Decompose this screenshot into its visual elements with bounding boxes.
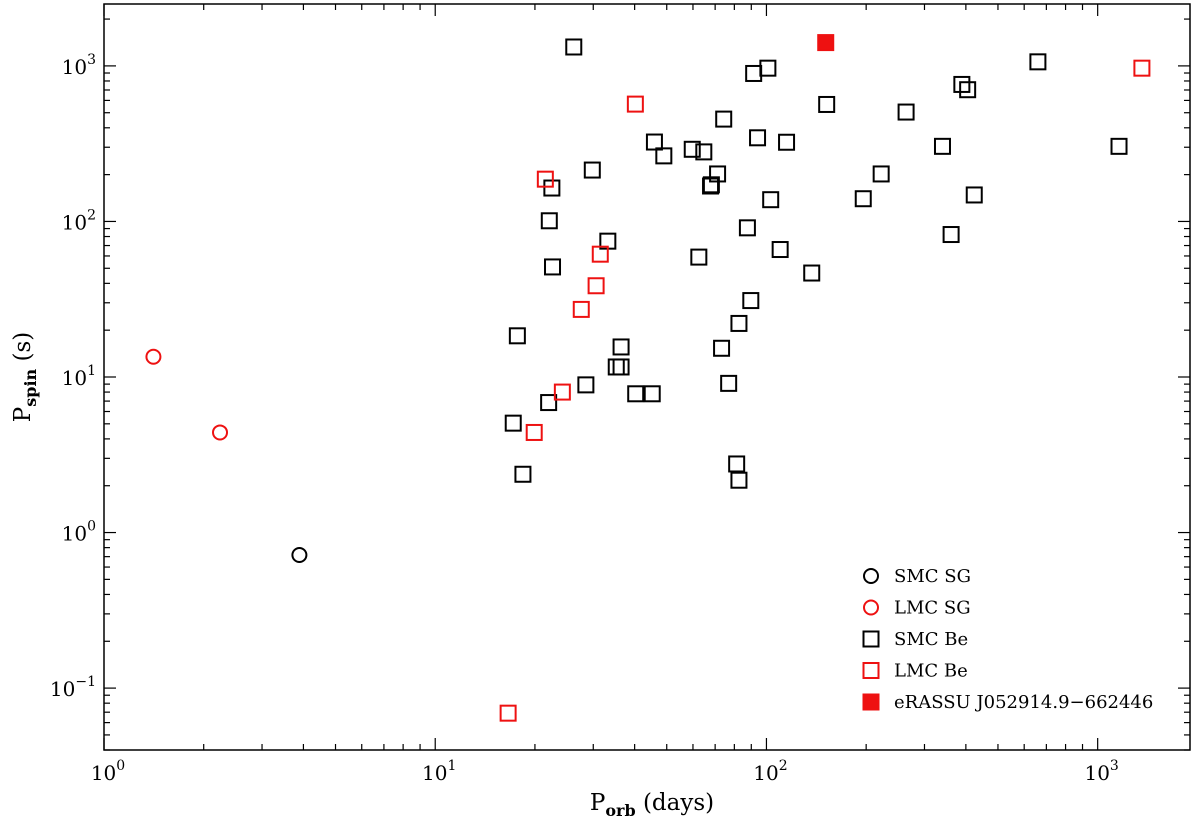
point-smc-be [933, 137, 951, 155]
point-smc-be [612, 358, 630, 376]
legend-marker [862, 630, 880, 648]
point-smc-be [683, 140, 701, 158]
point-smc-be [730, 314, 748, 332]
point-smc-be [514, 465, 532, 483]
y-tick-label: 102 [62, 207, 96, 234]
point-smc-be [742, 292, 760, 310]
point-smc-be [953, 75, 971, 93]
point-smc-be [1110, 137, 1128, 155]
legend-label: eRASSU J052914.9−662446 [894, 692, 1153, 713]
point-smc-be [690, 248, 708, 266]
point-smc-be [803, 264, 821, 282]
point-smc-be [730, 471, 748, 489]
y-tick-label: 100 [62, 519, 96, 546]
legend-label: LMC SG [894, 598, 971, 619]
point-smc-be [759, 59, 777, 77]
legend-label: SMC Be [894, 629, 968, 650]
data-points [145, 34, 1151, 722]
legend: SMC SG LMC SG SMC Be LMC Be eRASSU J052914.9… [862, 566, 1153, 713]
point-smc-be [872, 165, 890, 183]
point-smc-be [540, 394, 558, 412]
point-smc-be [854, 190, 872, 208]
x-tick-label: 103 [1084, 758, 1118, 785]
point-lmc-be [525, 423, 543, 441]
point-smc-be [695, 143, 713, 161]
point-smc-sg [291, 547, 308, 564]
point-smc-be [738, 219, 756, 237]
point-smc-be [897, 103, 915, 121]
point-lmc-be [536, 170, 554, 188]
point-lmc-be [572, 300, 590, 318]
point-smc-be [508, 327, 526, 345]
point-smc-be [965, 186, 983, 204]
point-erassu-j052914-9-662446 [817, 34, 835, 52]
point-smc-be [762, 191, 780, 209]
point-lmc-be [587, 277, 605, 295]
point-smc-be [778, 133, 796, 151]
point-smc-be [771, 241, 789, 259]
x-axis-label: Porb (days) [590, 790, 714, 820]
point-smc-be [540, 212, 558, 230]
point-smc-be [645, 133, 663, 151]
x-tick-label: 102 [753, 758, 787, 785]
point-smc-be [959, 81, 977, 99]
point-smc-be [709, 165, 727, 183]
legend-marker [863, 568, 879, 584]
point-smc-be [583, 161, 601, 179]
point-smc-be [565, 38, 583, 56]
legend-label: SMC SG [894, 566, 971, 587]
point-lmc-sg [212, 424, 229, 441]
point-lmc-be [553, 383, 571, 401]
point-smc-be [627, 385, 645, 403]
y-tick-label: 103 [62, 52, 96, 79]
point-smc-be [504, 414, 522, 432]
point-smc-be [818, 95, 836, 113]
point-smc-be [1029, 53, 1047, 71]
x-tick-label: 101 [422, 758, 456, 785]
point-smc-be [720, 374, 738, 392]
point-smc-be [942, 226, 960, 244]
point-smc-be [728, 455, 746, 473]
point-lmc-be [591, 245, 609, 263]
point-smc-be [702, 176, 720, 194]
y-tick-label: 10−1 [50, 674, 96, 701]
plot-frame [103, 3, 1191, 751]
point-lmc-be [626, 95, 644, 113]
point-smc-be [655, 147, 673, 165]
point-lmc-be [499, 704, 517, 722]
point-lmc-be [1133, 59, 1151, 77]
legend-marker [863, 599, 879, 616]
point-smc-be [577, 376, 595, 394]
y-axis-label: Pspin (s) [10, 332, 40, 422]
point-smc-be [749, 129, 767, 147]
point-smc-be [612, 338, 630, 356]
y-tick-label: 101 [62, 363, 96, 390]
point-smc-be [713, 339, 731, 357]
point-smc-be [607, 358, 625, 376]
point-smc-be [643, 385, 661, 403]
point-smc-be [544, 258, 562, 276]
axis-ticks: 100 101 102 103 10−1 100 101 102 103 [50, 4, 1190, 785]
point-lmc-sg [145, 348, 162, 365]
legend-label: LMC Be [894, 661, 968, 682]
x-tick-label: 100 [91, 758, 125, 785]
legend-marker [862, 693, 880, 711]
point-smc-be [715, 110, 733, 128]
legend-marker [862, 662, 880, 679]
point-smc-be [745, 64, 763, 82]
